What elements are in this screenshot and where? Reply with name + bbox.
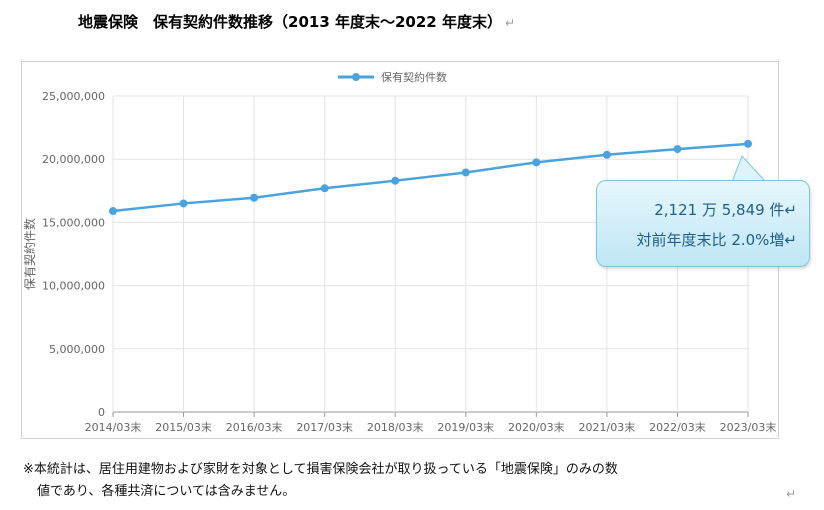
y-tick-labels: 0 5,000,000 10,000,000 15,000,000 20,000,000… <box>42 90 105 419</box>
series-line <box>112 142 749 213</box>
legend: 保有契約件数 <box>338 70 447 84</box>
footnote-line-1: ※本統計は、居住用建物および家財を対象として損害保険会社が取り扱っている「地震保… <box>23 462 618 477</box>
y-tick-label: 25,000,000 <box>42 90 105 103</box>
x-tick-label: 2019/03末 <box>437 420 494 434</box>
footnote-line-2: 値であり、各種共済については含みません。 <box>37 484 296 499</box>
legend-dot-icon <box>352 73 360 81</box>
x-tick-label: 2020/03末 <box>508 420 565 434</box>
data-point <box>391 176 400 185</box>
page-title-text: 地震保険 保有契約件数推移（2013 年度末～2022 年度末） <box>78 13 502 31</box>
y-tick-label: 10,000,000 <box>42 280 105 293</box>
x-tick-label: 2022/03末 <box>649 420 706 434</box>
data-point <box>179 199 188 208</box>
x-tick-label: 2017/03末 <box>296 420 353 434</box>
data-point <box>532 158 541 167</box>
series-line-layer <box>112 142 749 213</box>
y-tick-label: 20,000,000 <box>42 153 105 166</box>
paragraph-mark-icon: ↵ <box>786 487 797 501</box>
y-tick-label: 15,000,000 <box>42 216 105 229</box>
series-points <box>109 139 752 216</box>
data-point <box>744 139 752 148</box>
x-tick-labels: 2014/03末 2015/03末 2016/03末 2017/03末 2018/03末… <box>85 420 777 434</box>
y-tick-label: 0 <box>98 406 105 419</box>
footnote: ※本統計は、居住用建物および家財を対象として損害保険会社が取り扱っている「地震保… <box>23 459 618 503</box>
x-tick-label: 2018/03末 <box>367 420 424 434</box>
data-point <box>109 207 117 216</box>
annotation-growth: 対前年度末比 2.0%増↵ <box>636 231 797 249</box>
x-tick-label: 2023/03末 <box>720 420 777 434</box>
legend-entry: 保有契約件数 <box>381 70 447 84</box>
callout-pointer <box>731 155 768 183</box>
data-point <box>250 193 259 202</box>
page-title: 地震保険 保有契約件数推移（2013 年度末～2022 年度末） ↵ <box>78 11 515 32</box>
data-point <box>602 150 611 159</box>
x-tick-label: 2014/03末 <box>85 420 142 434</box>
annotation-count: 2,121 万 5,849 件↵ <box>654 201 797 219</box>
data-point <box>461 168 470 177</box>
x-tick-label: 2016/03末 <box>226 420 283 434</box>
x-tick-label: 2015/03末 <box>155 420 212 434</box>
annotation-callout: 2,121 万 5,849 件↵ 対前年度末比 2.0%増↵ <box>596 180 810 267</box>
y-axis-label: 保有契約件数 <box>22 218 37 290</box>
x-tick-label: 2021/03末 <box>579 420 636 434</box>
paragraph-mark-icon: ↵ <box>504 16 516 30</box>
y-tick-label: 5,000,000 <box>49 343 105 356</box>
data-point <box>320 184 329 193</box>
data-point <box>673 145 682 154</box>
